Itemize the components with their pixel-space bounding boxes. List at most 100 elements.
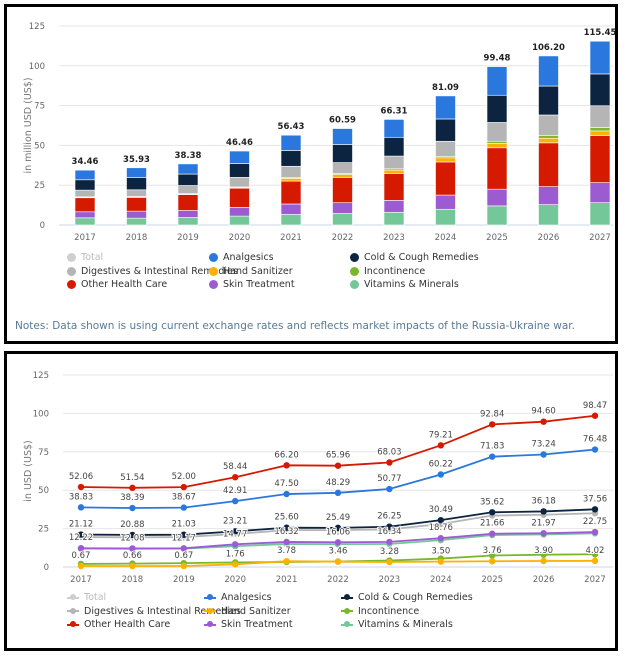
legend-marker-icon [204, 594, 216, 600]
bar-segment-cold-cough-remedies [280, 150, 302, 167]
legend-item-total[interactable]: Total [67, 592, 106, 603]
x-tick-label: 2019 [173, 575, 195, 585]
total-data-label: 66.31 [381, 106, 408, 116]
data-label: 35.62 [480, 497, 504, 507]
bar-segment-analgesics [177, 163, 199, 175]
data-label: 3.76 [483, 546, 502, 556]
legend-label: Total [81, 252, 104, 263]
data-label: 0.67 [72, 551, 91, 561]
bar-segment-other-health-care [177, 194, 199, 211]
stacked-bar-chart: 0 25 50 75 100 125 in million USD (US$) 2017 201… [23, 22, 615, 243]
legend-item-digestives-intestinal-remedies[interactable]: Digestives & Intestinal Remedies [67, 606, 241, 617]
total-data-label: 60.59 [329, 116, 356, 126]
legend-item-cold-cough-remedies[interactable]: Cold & Cough Remedies [341, 592, 473, 603]
data-point-skin-treatment [489, 530, 496, 537]
bar-segment-cold-cough-remedies [74, 179, 96, 191]
legend-marker-icon [341, 607, 353, 614]
legend-item-skin-treatment[interactable]: Skin Treatment [204, 619, 293, 630]
stacked-bar-chart-panel: 0 25 50 75 100 125 in million USD (US$) 2017 201… [4, 4, 618, 344]
bar-segment-cold-cough-remedies [126, 177, 147, 191]
x-tick-label: 2019 [177, 233, 199, 243]
bar-segment-hand-sanitizer [435, 157, 456, 163]
data-point-analgesics [591, 446, 599, 453]
data-label: 12.22 [69, 533, 93, 543]
y-axis-title: in USD (US$) [23, 440, 34, 501]
x-tick-label: 2027 [589, 233, 611, 243]
legend-item-other-health-care[interactable]: Other Health Care [67, 619, 170, 630]
bar-segment-other-health-care [280, 180, 302, 205]
legend-marker-icon [350, 253, 359, 262]
bar-segment-cold-cough-remedies [383, 136, 405, 157]
bar-segment-other-health-care [538, 142, 559, 187]
data-point-cold-cough-remedies [591, 506, 599, 513]
legend-label: Other Health Care [81, 279, 168, 290]
legend-item-incontinence[interactable]: Incontinence [350, 266, 425, 277]
data-point-skin-treatment [77, 545, 85, 552]
bar-segment-digestives-intestinal-remedies [486, 122, 508, 142]
legend-label: Hand Sanitizer [223, 265, 293, 277]
total-data-label: 34.46 [72, 157, 99, 167]
bar-segment-vitamins-minerals [538, 204, 559, 226]
legend-item-skin-treatment[interactable]: Skin Treatment [209, 279, 295, 290]
legend-label: Total [84, 592, 107, 603]
bar-segment-digestives-intestinal-remedies [383, 155, 405, 170]
legend-item-hand-sanitizer[interactable]: Hand Sanitizer [204, 606, 291, 617]
bar-segment-analgesics [435, 95, 456, 120]
x-tick-label: 2018 [126, 233, 148, 243]
total-data-label: 46.46 [226, 138, 253, 148]
legend-item-cold-cough-remedies[interactable]: Cold & Cough Remedies [350, 252, 479, 263]
x-tick-label: 2017 [74, 233, 96, 243]
y-tick-label: 125 [29, 22, 45, 32]
data-point-analgesics [77, 504, 85, 511]
y-tick-label: 0 [44, 563, 49, 573]
legend-item-total[interactable]: Total [67, 252, 103, 263]
data-label: 38.83 [69, 492, 93, 502]
data-point-skin-treatment [334, 539, 342, 546]
data-point-cold-cough-remedies [386, 523, 393, 530]
data-label: 94.60 [531, 407, 555, 417]
data-point-hand-sanitizer [180, 562, 187, 570]
bar-segment-vitamins-minerals [332, 213, 353, 226]
legend-marker-icon [67, 607, 79, 614]
legend-item-digestives-intestinal-remedies[interactable]: Digestives & Intestinal Remedies [67, 266, 238, 277]
data-label: 50.77 [377, 474, 401, 484]
legend-item-incontinence[interactable]: Incontinence [341, 606, 419, 617]
bar-segment-cold-cough-remedies [332, 144, 353, 163]
data-label: 12.17 [172, 533, 196, 543]
x-tick-label: 2024 [430, 575, 452, 585]
legend-item-other-health-care[interactable]: Other Health Care [67, 279, 167, 290]
data-label: 12.08 [120, 533, 144, 543]
legend-item-hand-sanitizer[interactable]: Hand Sanitizer [209, 266, 293, 277]
y-tick-label: 75 [34, 102, 45, 112]
bar-segment-analgesics [538, 55, 559, 87]
legend-marker-icon [350, 280, 359, 289]
data-label: 98.47 [583, 401, 607, 411]
legend-label: Skin Treatment [221, 619, 293, 630]
y-tick-label: 50 [34, 141, 45, 151]
line-chart: 0 25 50 75 100 125 in USD (US$) 2017 2018 2019 202… [23, 371, 613, 585]
legend-item-analgesics[interactable]: Analgesics [209, 252, 274, 263]
bar-segment-skin-treatment [229, 207, 250, 217]
data-point-hand-sanitizer [129, 562, 136, 570]
data-label: 26.25 [377, 512, 401, 522]
data-label: 47.50 [274, 479, 298, 489]
legend-item-analgesics[interactable]: Analgesics [204, 592, 272, 603]
data-label: 3.46 [329, 547, 348, 557]
x-tick-label: 2023 [383, 233, 405, 243]
legend-item-vitamins-minerals[interactable]: Vitamins & Minerals [341, 619, 453, 630]
data-point-other-health-care [232, 474, 239, 481]
bar-segment-skin-treatment [486, 188, 508, 207]
legend-marker-icon [67, 253, 76, 262]
data-label: 79.21 [429, 430, 453, 440]
data-label: 65.96 [326, 451, 350, 461]
y-tick-label: 125 [33, 371, 49, 381]
data-point-incontinence [591, 551, 599, 558]
data-label: 68.03 [377, 448, 401, 458]
data-label: 3.78 [277, 546, 296, 556]
x-tick-label: 2024 [435, 233, 457, 243]
y-tick-label: 25 [38, 525, 49, 535]
data-point-hand-sanitizer [489, 558, 496, 565]
data-point-cold-cough-remedies [129, 531, 136, 539]
legend-item-vitamins-minerals[interactable]: Vitamins & Minerals [350, 279, 459, 290]
y-tick-label: 75 [38, 448, 49, 458]
